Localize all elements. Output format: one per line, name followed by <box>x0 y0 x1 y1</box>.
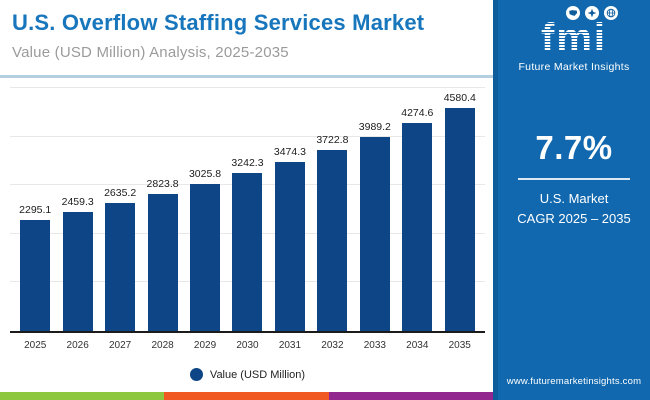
x-tick-label: 2028 <box>151 340 174 351</box>
bar-chart: 2295.1 2459.3 2635.2 2823.8 3025.8 3242.3 3474… <box>10 87 485 381</box>
page-subtitle: Value (USD Million) Analysis, 2025-2035 <box>12 44 289 61</box>
footer-stripe-segment <box>164 392 329 400</box>
plot-area: 2295.1 2459.3 2635.2 2823.8 3025.8 3242.3 3474… <box>10 87 485 331</box>
logo-tagline: Future Market Insights <box>518 61 630 73</box>
bar-value-label: 3722.8 <box>316 134 349 147</box>
bar-value-label: 2823.8 <box>146 177 179 190</box>
footer-stripe-segment <box>328 392 493 400</box>
fmi-logo: fmi Future Market Insights <box>518 6 629 73</box>
bar-value-label: 3242.3 <box>231 157 264 170</box>
fmi-wordmark: fmi <box>541 18 607 58</box>
page-title: U.S. Overflow Staffing Services Market <box>12 10 425 35</box>
bar-2027 <box>105 202 136 331</box>
bar-2030 <box>232 173 263 331</box>
bar-column: 3025.8 <box>188 167 222 331</box>
footer-color-stripe <box>0 392 493 400</box>
cagr-value: 7.7% <box>535 129 613 166</box>
us-map-icon <box>566 6 580 20</box>
bar-value-label: 4580.4 <box>443 92 476 105</box>
bar-value-label: 4274.6 <box>401 107 434 120</box>
x-tick-label: 2032 <box>321 340 344 351</box>
bar-column: 4580.4 <box>443 92 476 331</box>
brand-sidebar: fmi Future Market Insights 7.7% U.S. Mar… <box>493 0 650 400</box>
footer-stripe-segment <box>0 392 165 400</box>
cagr-period-label: CAGR 2025 – 2035 <box>517 211 631 227</box>
bar-column: 3474.3 <box>273 146 306 331</box>
bar-2031 <box>274 162 305 331</box>
x-axis: 2025 2026 2027 2028 2029 2030 2031 2032 2033 2034… <box>10 331 485 351</box>
bar-2029 <box>190 183 221 331</box>
compass-icon <box>585 6 599 20</box>
legend-circle-icon <box>189 368 203 381</box>
bar-2033 <box>359 137 390 331</box>
bar-value-label: 3989.2 <box>358 121 391 134</box>
x-tick-label: 2031 <box>278 340 302 351</box>
bar-2028 <box>147 193 178 331</box>
bar-2032 <box>317 150 348 331</box>
bar-column: 3722.8 <box>316 134 349 331</box>
cagr-divider <box>518 178 630 180</box>
chart-header: U.S. Overflow Staffing Services Market V… <box>0 0 493 78</box>
bar-value-label: 2459.3 <box>61 195 94 208</box>
bar-2035 <box>444 108 475 331</box>
bar-column: 2295.1 <box>19 203 52 331</box>
bar-column: 2459.3 <box>61 195 94 331</box>
bar-value-label: 2295.1 <box>19 203 52 216</box>
bar-2025 <box>20 219 51 331</box>
bar-2026 <box>62 211 93 331</box>
x-tick-label: 2033 <box>363 340 386 351</box>
website-link[interactable]: www.futuremarketinsights.com <box>506 376 642 387</box>
x-tick-label: 2030 <box>236 340 259 351</box>
bar-column: 3242.3 <box>231 157 264 331</box>
legend-label: Value (USD Million) <box>209 368 306 381</box>
fmi-stripe-texture <box>541 18 607 58</box>
globe-icon <box>604 6 618 20</box>
bar-value-label: 3474.3 <box>273 146 306 159</box>
main-area: U.S. Overflow Staffing Services Market V… <box>0 0 493 400</box>
chart-legend: Value (USD Million) <box>10 368 485 381</box>
x-tick-label: 2029 <box>193 340 217 351</box>
x-tick-label: 2026 <box>66 340 89 351</box>
bar-column: 2635.2 <box>104 186 137 331</box>
gridline <box>10 135 485 137</box>
bar-column: 3989.2 <box>358 121 391 331</box>
cagr-block: 7.7% U.S. Market CAGR 2025 – 2035 <box>517 129 630 229</box>
x-tick-label: 2035 <box>448 340 471 351</box>
bar-2034 <box>402 123 433 331</box>
x-tick-label: 2027 <box>109 340 132 351</box>
x-tick-label: 2025 <box>24 340 47 351</box>
cagr-market-label: U.S. Market <box>539 191 609 206</box>
bar-value-label: 2635.2 <box>104 186 137 199</box>
bar-column: 4274.6 <box>401 107 434 331</box>
bar-column: 2823.8 <box>146 177 179 331</box>
logo-icons-row <box>554 6 629 21</box>
x-tick-label: 2034 <box>406 340 429 351</box>
gridline <box>10 87 485 88</box>
bar-value-label: 3025.8 <box>188 167 222 180</box>
